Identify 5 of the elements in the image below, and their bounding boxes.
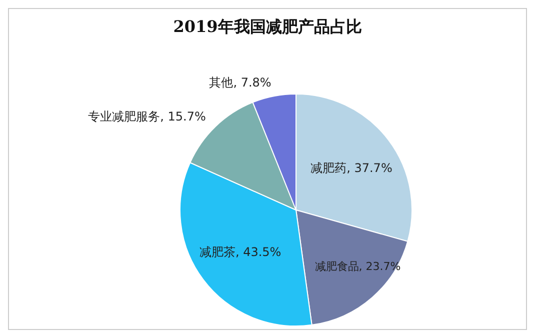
slice-label: 减肥茶, 43.5% (199, 244, 282, 259)
slice-label: 专业减肥服务, 15.7% (88, 109, 206, 124)
slice-label: 减肥药, 37.7% (310, 160, 392, 175)
slice-label: 其他, 7.8% (209, 75, 272, 90)
chart-title: 2019年我国减肥产品占比 (172, 17, 363, 38)
